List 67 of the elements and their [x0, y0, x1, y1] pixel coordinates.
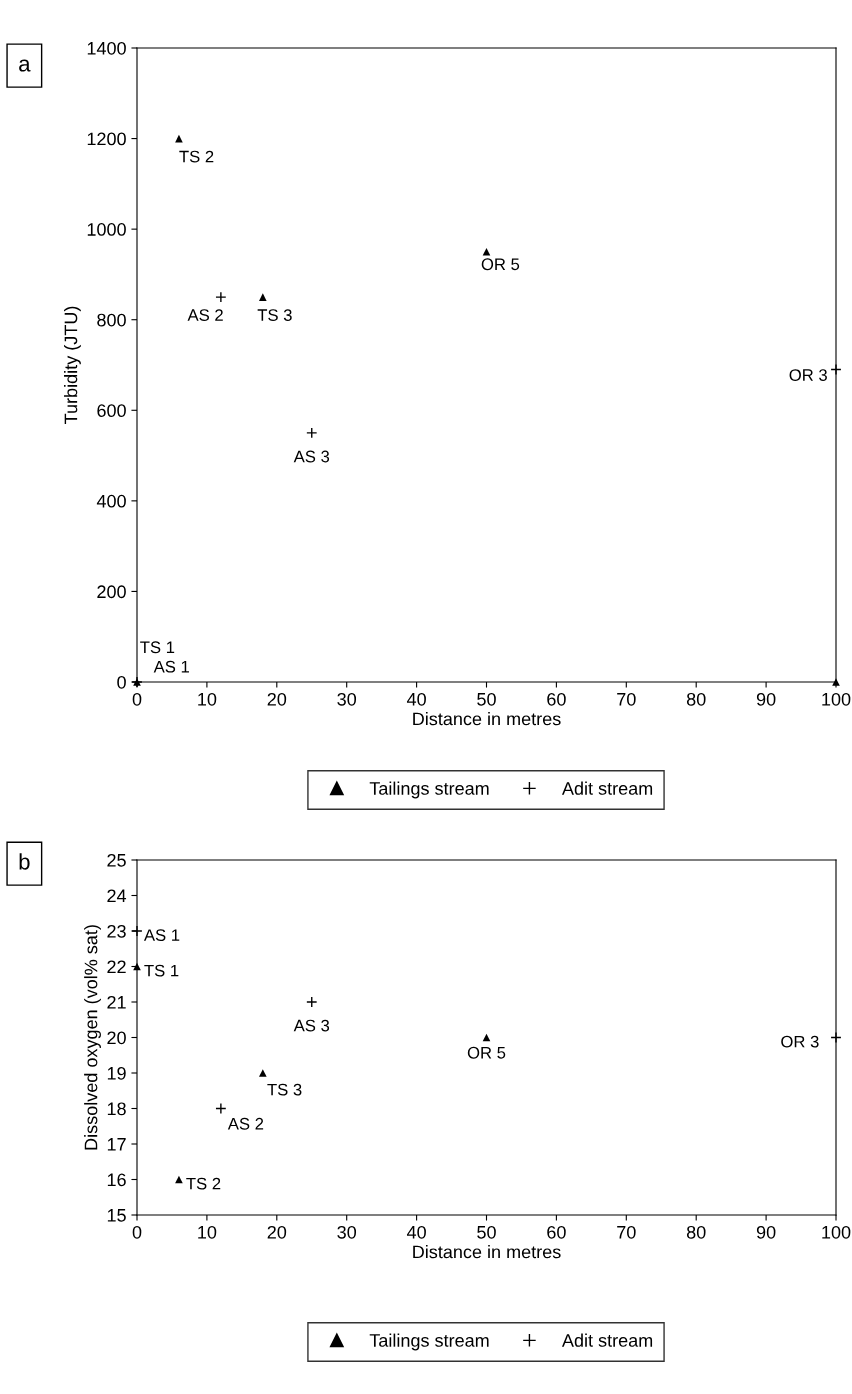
- y-tick-label: 19: [107, 1066, 126, 1080]
- chart-title: a: [19, 59, 31, 72]
- x-tick-label: 30: [337, 692, 357, 706]
- x-tick-label: 80: [686, 692, 706, 706]
- y-tick-label: 17: [107, 1138, 126, 1151]
- annotation: OR 5: [467, 1046, 506, 1059]
- y-tick-label: 25: [107, 853, 126, 867]
- annotation: AS 1: [143, 929, 180, 942]
- annotation: TS 2: [186, 1177, 221, 1190]
- x-tick-label: 0: [132, 1225, 142, 1239]
- x-tick-label: 40: [406, 1225, 426, 1239]
- x-tick-label: 80: [686, 1225, 706, 1239]
- y-tick-label: 600: [97, 404, 126, 418]
- x-tick-label: 50: [477, 1225, 496, 1239]
- annotation: OR 5: [481, 258, 520, 271]
- x-tick-label: 20: [267, 692, 287, 706]
- x-tick-label: 60: [547, 692, 566, 706]
- legend-label: Tailings stream: [369, 1333, 489, 1351]
- x-tick-label: 100: [822, 1225, 851, 1239]
- x-tick-label: 60: [547, 1225, 566, 1239]
- x-axis-title: Distance in metres: [413, 1245, 561, 1259]
- chart-title: b: [19, 853, 30, 870]
- annotation: TS 1: [140, 641, 175, 654]
- annotation: TS 2: [179, 150, 214, 163]
- y-tick-label: 1400: [87, 41, 126, 55]
- x-tick-label: 20: [267, 1225, 287, 1239]
- x-tick-label: 100: [822, 692, 851, 706]
- annotation: TS 3: [257, 309, 292, 321]
- legend-label: Adit stream: [561, 1333, 653, 1347]
- x-tick-label: 10: [198, 692, 217, 706]
- y-tick-label: 16: [107, 1173, 126, 1187]
- x-tick-label: 90: [756, 692, 776, 706]
- y-tick-label: 21: [107, 995, 126, 1009]
- annotation: AS 3: [293, 1019, 330, 1032]
- x-tick-label: 10: [198, 1225, 217, 1239]
- annotation: OR 3: [789, 369, 827, 381]
- legend-label: Adit stream: [561, 781, 653, 795]
- y-tick-label: 20: [107, 1031, 126, 1045]
- y-tick-label: 23: [107, 924, 126, 938]
- x-tick-label: 70: [617, 1225, 636, 1239]
- annotation: TS 1: [144, 964, 179, 977]
- x-tick-label: 90: [756, 1225, 776, 1239]
- y-tick-label: 800: [97, 313, 126, 327]
- y-tick-label: 22: [107, 960, 126, 974]
- x-tick-label: 40: [406, 692, 426, 706]
- y-tick-label: 1000: [87, 223, 126, 236]
- y-axis-title: Turbidity (JTU): [64, 306, 81, 424]
- x-tick-label: 50: [477, 692, 496, 706]
- y-tick-label: 0: [117, 675, 126, 689]
- annotation: OR 3: [781, 1035, 819, 1048]
- y-tick-label: 24: [107, 889, 127, 903]
- legend-label: Tailings stream: [369, 781, 489, 799]
- x-axis-title: Distance in metres: [413, 712, 561, 726]
- x-tick-label: 70: [617, 692, 636, 706]
- y-tick-label: 200: [97, 585, 126, 599]
- y-tick-label: 1200: [87, 132, 126, 146]
- annotation: AS 1: [153, 660, 189, 673]
- x-tick-label: 30: [337, 1225, 357, 1239]
- y-tick-label: 15: [107, 1209, 126, 1222]
- annotation: AS 2: [187, 309, 223, 321]
- y-tick-label: 400: [96, 494, 126, 508]
- annotation: TS 3: [267, 1083, 302, 1096]
- x-tick-label: 0: [132, 692, 142, 706]
- y-tick-label: 18: [107, 1102, 126, 1116]
- annotation: AS 3: [293, 450, 330, 463]
- y-axis-title: Dissolved oxygen (vol% sat): [84, 925, 101, 1150]
- annotation: AS 2: [227, 1117, 264, 1130]
